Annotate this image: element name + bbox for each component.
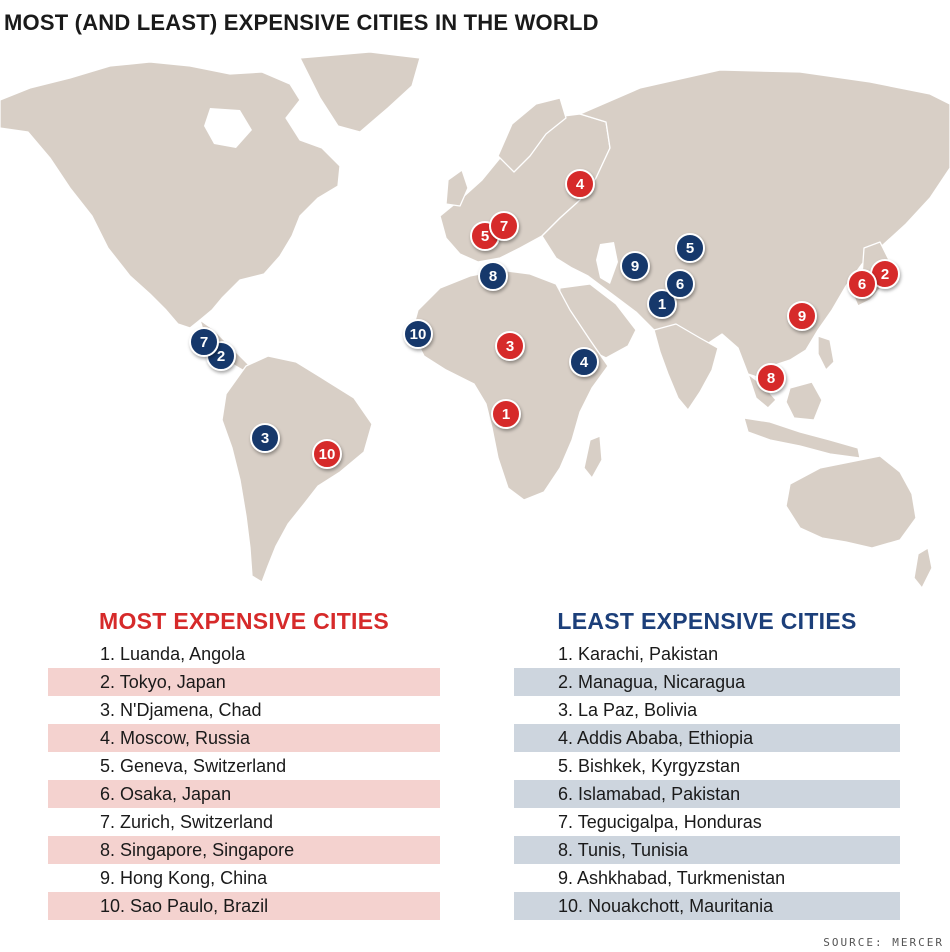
map-marker-least-7: 7 bbox=[189, 327, 219, 357]
most-expensive-heading: MOST EXPENSIVE CITIES bbox=[98, 608, 390, 634]
land-madagascar bbox=[583, 435, 603, 479]
page-title: MOST (AND LEAST) EXPENSIVE CITIES IN THE… bbox=[4, 10, 599, 35]
list-item: 4. Moscow, Russia bbox=[48, 724, 440, 752]
map-marker-least-6: 6 bbox=[665, 269, 695, 299]
map-marker-most-10: 10 bbox=[312, 439, 342, 469]
map-marker-least-5: 5 bbox=[675, 233, 705, 263]
world-map-land bbox=[0, 51, 950, 589]
map-marker-least-8: 8 bbox=[478, 261, 508, 291]
map-marker-most-3: 3 bbox=[495, 331, 525, 361]
list-item: 8. Tunis, Tunisia bbox=[514, 836, 900, 864]
list-item: 9. Ashkhabad, Turkmenistan bbox=[558, 868, 786, 888]
land-uk bbox=[445, 169, 469, 207]
lake-hudson-bay bbox=[204, 108, 252, 148]
map-marker-most-6: 6 bbox=[847, 269, 877, 299]
least-expensive-heading: LEAST EXPENSIVE CITIES bbox=[557, 608, 857, 634]
list-item: 5. Geneva, Switzerland bbox=[100, 756, 287, 776]
land-india bbox=[653, 323, 719, 411]
map-marker-least-10: 10 bbox=[403, 319, 433, 349]
land-south-america bbox=[221, 355, 373, 583]
land-africa bbox=[411, 269, 609, 501]
list-item: 3. N'Djamena, Chad bbox=[100, 700, 262, 720]
list-item: 6. Islamabad, Pakistan bbox=[514, 780, 900, 808]
land-scandinavia bbox=[497, 97, 567, 173]
map-marker-least-3: 3 bbox=[250, 423, 280, 453]
land-australia bbox=[785, 455, 917, 549]
least-expensive-list: LEAST EXPENSIVE CITIES 1. Karachi, Pakis… bbox=[514, 604, 900, 920]
map-marker-most-9: 9 bbox=[787, 301, 817, 331]
land-greenland bbox=[299, 51, 421, 133]
land-north-america bbox=[0, 61, 341, 329]
map-marker-most-1: 1 bbox=[491, 399, 521, 429]
lake-caspian bbox=[596, 242, 618, 284]
map-marker-most-8: 8 bbox=[756, 363, 786, 393]
land-new-zealand bbox=[913, 547, 933, 589]
list-item: 4. Addis Ababa, Ethiopia bbox=[514, 724, 900, 752]
list-item: 7. Zurich, Switzerland bbox=[100, 812, 274, 832]
list-item: 5. Bishkek, Kyrgyzstan bbox=[558, 756, 741, 776]
map-marker-least-9: 9 bbox=[620, 251, 650, 281]
list-item: 6. Osaka, Japan bbox=[48, 780, 440, 808]
map-marker-most-4: 4 bbox=[565, 169, 595, 199]
list-item: 10. Nouakchott, Mauritania bbox=[514, 892, 900, 920]
land-indonesia bbox=[743, 417, 861, 459]
list-item: 2. Tokyo, Japan bbox=[48, 668, 440, 696]
map-marker-most-7: 7 bbox=[489, 211, 519, 241]
list-item: 2. Managua, Nicaragua bbox=[514, 668, 900, 696]
list-item: 10. Sao Paulo, Brazil bbox=[48, 892, 440, 920]
list-item: 1. Luanda, Angola bbox=[100, 644, 246, 664]
most-expensive-list: MOST EXPENSIVE CITIES 1. Luanda, Angola … bbox=[48, 604, 440, 920]
list-item: 9. Hong Kong, China bbox=[100, 868, 268, 888]
land-borneo bbox=[785, 381, 823, 421]
map-marker-least-4: 4 bbox=[569, 347, 599, 377]
list-item: 3. La Paz, Bolivia bbox=[558, 700, 698, 720]
source-credit: SOURCE: MERCER bbox=[823, 936, 944, 949]
land-philippines bbox=[817, 335, 835, 371]
world-map: 1 2 3 4 5 6 7 8 9 10 1 2 3 4 5 6 7 8 9 1… bbox=[0, 48, 950, 596]
list-item: 1. Karachi, Pakistan bbox=[558, 644, 719, 664]
list-item: 7. Tegucigalpa, Honduras bbox=[558, 812, 762, 832]
list-item: 8. Singapore, Singapore bbox=[48, 836, 440, 864]
